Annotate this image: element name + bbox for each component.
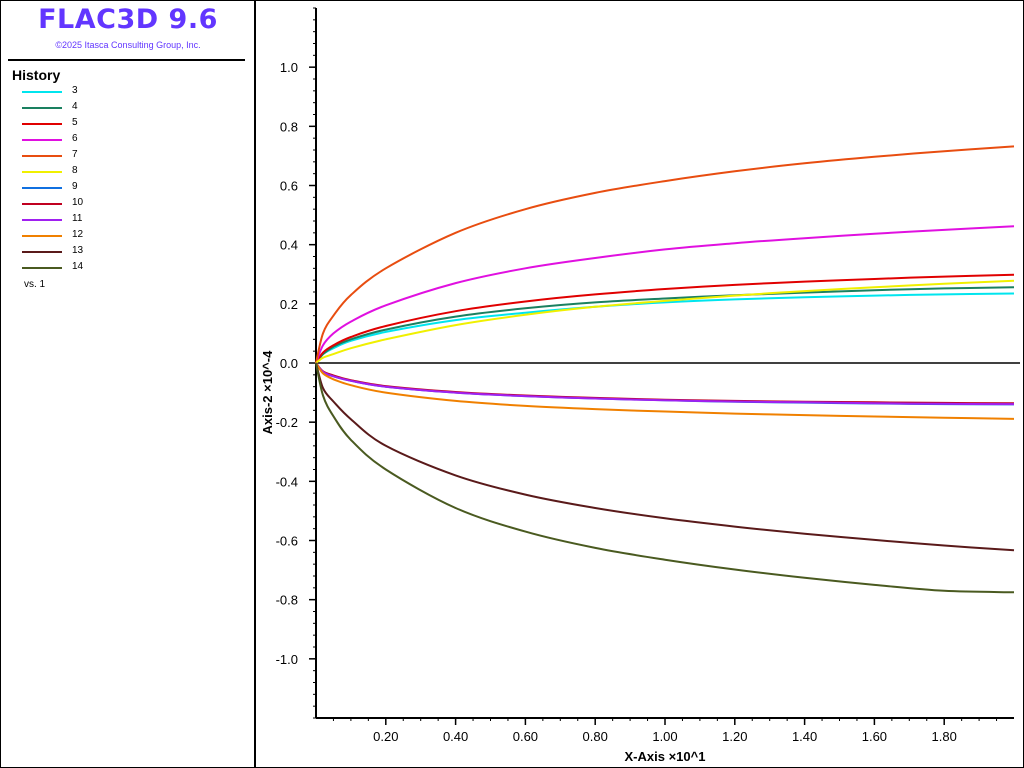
x-tick-label: 0.20 <box>373 729 398 744</box>
legend-label: 14 <box>72 261 84 272</box>
legend-label: 4 <box>72 101 78 112</box>
y-tick-label: -0.8 <box>276 593 298 608</box>
legend-swatch <box>22 203 62 205</box>
legend-heading: History <box>12 67 61 83</box>
y-tick-label: -0.4 <box>276 474 298 489</box>
series-line-7 <box>315 145 1015 364</box>
y-tick-label: -1.0 <box>276 652 298 667</box>
legend-label: 5 <box>72 117 78 128</box>
legend-swatch <box>22 139 62 141</box>
y-tick-label: 0.2 <box>280 297 298 312</box>
series-line-11 <box>315 362 1015 406</box>
x-tick-label: 1.20 <box>722 729 747 744</box>
legend-swatch <box>22 123 62 125</box>
legend-swatch <box>22 267 62 269</box>
x-tick-label: 1.00 <box>652 729 677 744</box>
legend-swatch <box>22 235 62 237</box>
legend-swatch <box>22 171 62 173</box>
legend-label: 9 <box>72 181 78 192</box>
legend-item: 9 <box>0 180 200 196</box>
legend-item: 8 <box>0 164 200 180</box>
legend-label: 13 <box>72 245 84 256</box>
legend-vs-label: vs. 1 <box>24 279 46 290</box>
y-tick-label: -0.6 <box>276 534 298 549</box>
x-tick-label: 1.80 <box>932 729 957 744</box>
legend-swatch <box>22 155 62 157</box>
series-line-9 <box>315 362 1015 406</box>
legend-label: 10 <box>72 197 84 208</box>
legend-item: 3 <box>0 84 200 100</box>
legend-item: 4 <box>0 100 200 116</box>
legend-label: 8 <box>72 165 78 176</box>
app-title: FLAC3D 9.6 <box>38 4 218 35</box>
x-tick-label: 0.80 <box>583 729 608 744</box>
series-line-13 <box>315 362 1015 552</box>
y-tick-label: 0.6 <box>280 179 298 194</box>
legend-item: 6 <box>0 132 200 148</box>
legend-swatch <box>22 219 62 221</box>
copyright-notice: ©2025 Itasca Consulting Group, Inc. <box>55 40 201 50</box>
legend-item: 13 <box>0 244 200 260</box>
legend-label: 6 <box>72 133 78 144</box>
y-axis-title: Axis-2 ×10^-4 <box>260 350 275 435</box>
x-tick-label: 0.60 <box>513 729 538 744</box>
legend-swatch <box>22 107 62 109</box>
axes: 1.0 0.8 0.6 0.4 0.2 0.0 -0.2 -0.4 -0.6 -0.8 -1.0 0.… <box>276 7 1020 744</box>
x-axis-title: X-Axis ×10^1 <box>625 749 706 764</box>
x-tick-label: 0.40 <box>443 729 468 744</box>
legend-label: 12 <box>72 229 84 240</box>
legend-panel: FLAC3D 9.6 ©2025 Itasca Consulting Group… <box>0 0 256 768</box>
series-line-4 <box>315 286 1015 364</box>
legend-swatch <box>22 91 62 93</box>
y-tick-label: 0.4 <box>280 238 298 253</box>
series-line-12 <box>315 362 1015 420</box>
y-tick-label: 1.0 <box>280 60 298 75</box>
y-tick-label: 0.0 <box>280 356 298 371</box>
series-line-6 <box>315 225 1015 364</box>
y-tick-label: 0.8 <box>280 119 298 134</box>
legend-item: 7 <box>0 148 200 164</box>
series-line-3 <box>315 292 1015 364</box>
title-divider <box>8 59 245 61</box>
y-tick-label: -0.2 <box>276 415 298 430</box>
series-line-14 <box>315 362 1015 594</box>
legend-label: 11 <box>72 213 83 224</box>
legend-item: 12 <box>0 228 200 244</box>
legend-item: 10 <box>0 196 200 212</box>
legend-item: 11 <box>0 212 200 228</box>
legend-swatch <box>22 187 62 189</box>
legend-label: 3 <box>72 85 78 96</box>
x-tick-label: 1.40 <box>792 729 817 744</box>
legend-label: 7 <box>72 149 78 160</box>
series-line-8 <box>315 279 1015 364</box>
legend-swatch <box>22 251 62 253</box>
legend-item: 14 <box>0 260 200 276</box>
series-curves <box>315 145 1015 594</box>
series-line-5 <box>315 273 1015 364</box>
x-tick-label: 1.60 <box>862 729 887 744</box>
legend-item: 5 <box>0 116 200 132</box>
